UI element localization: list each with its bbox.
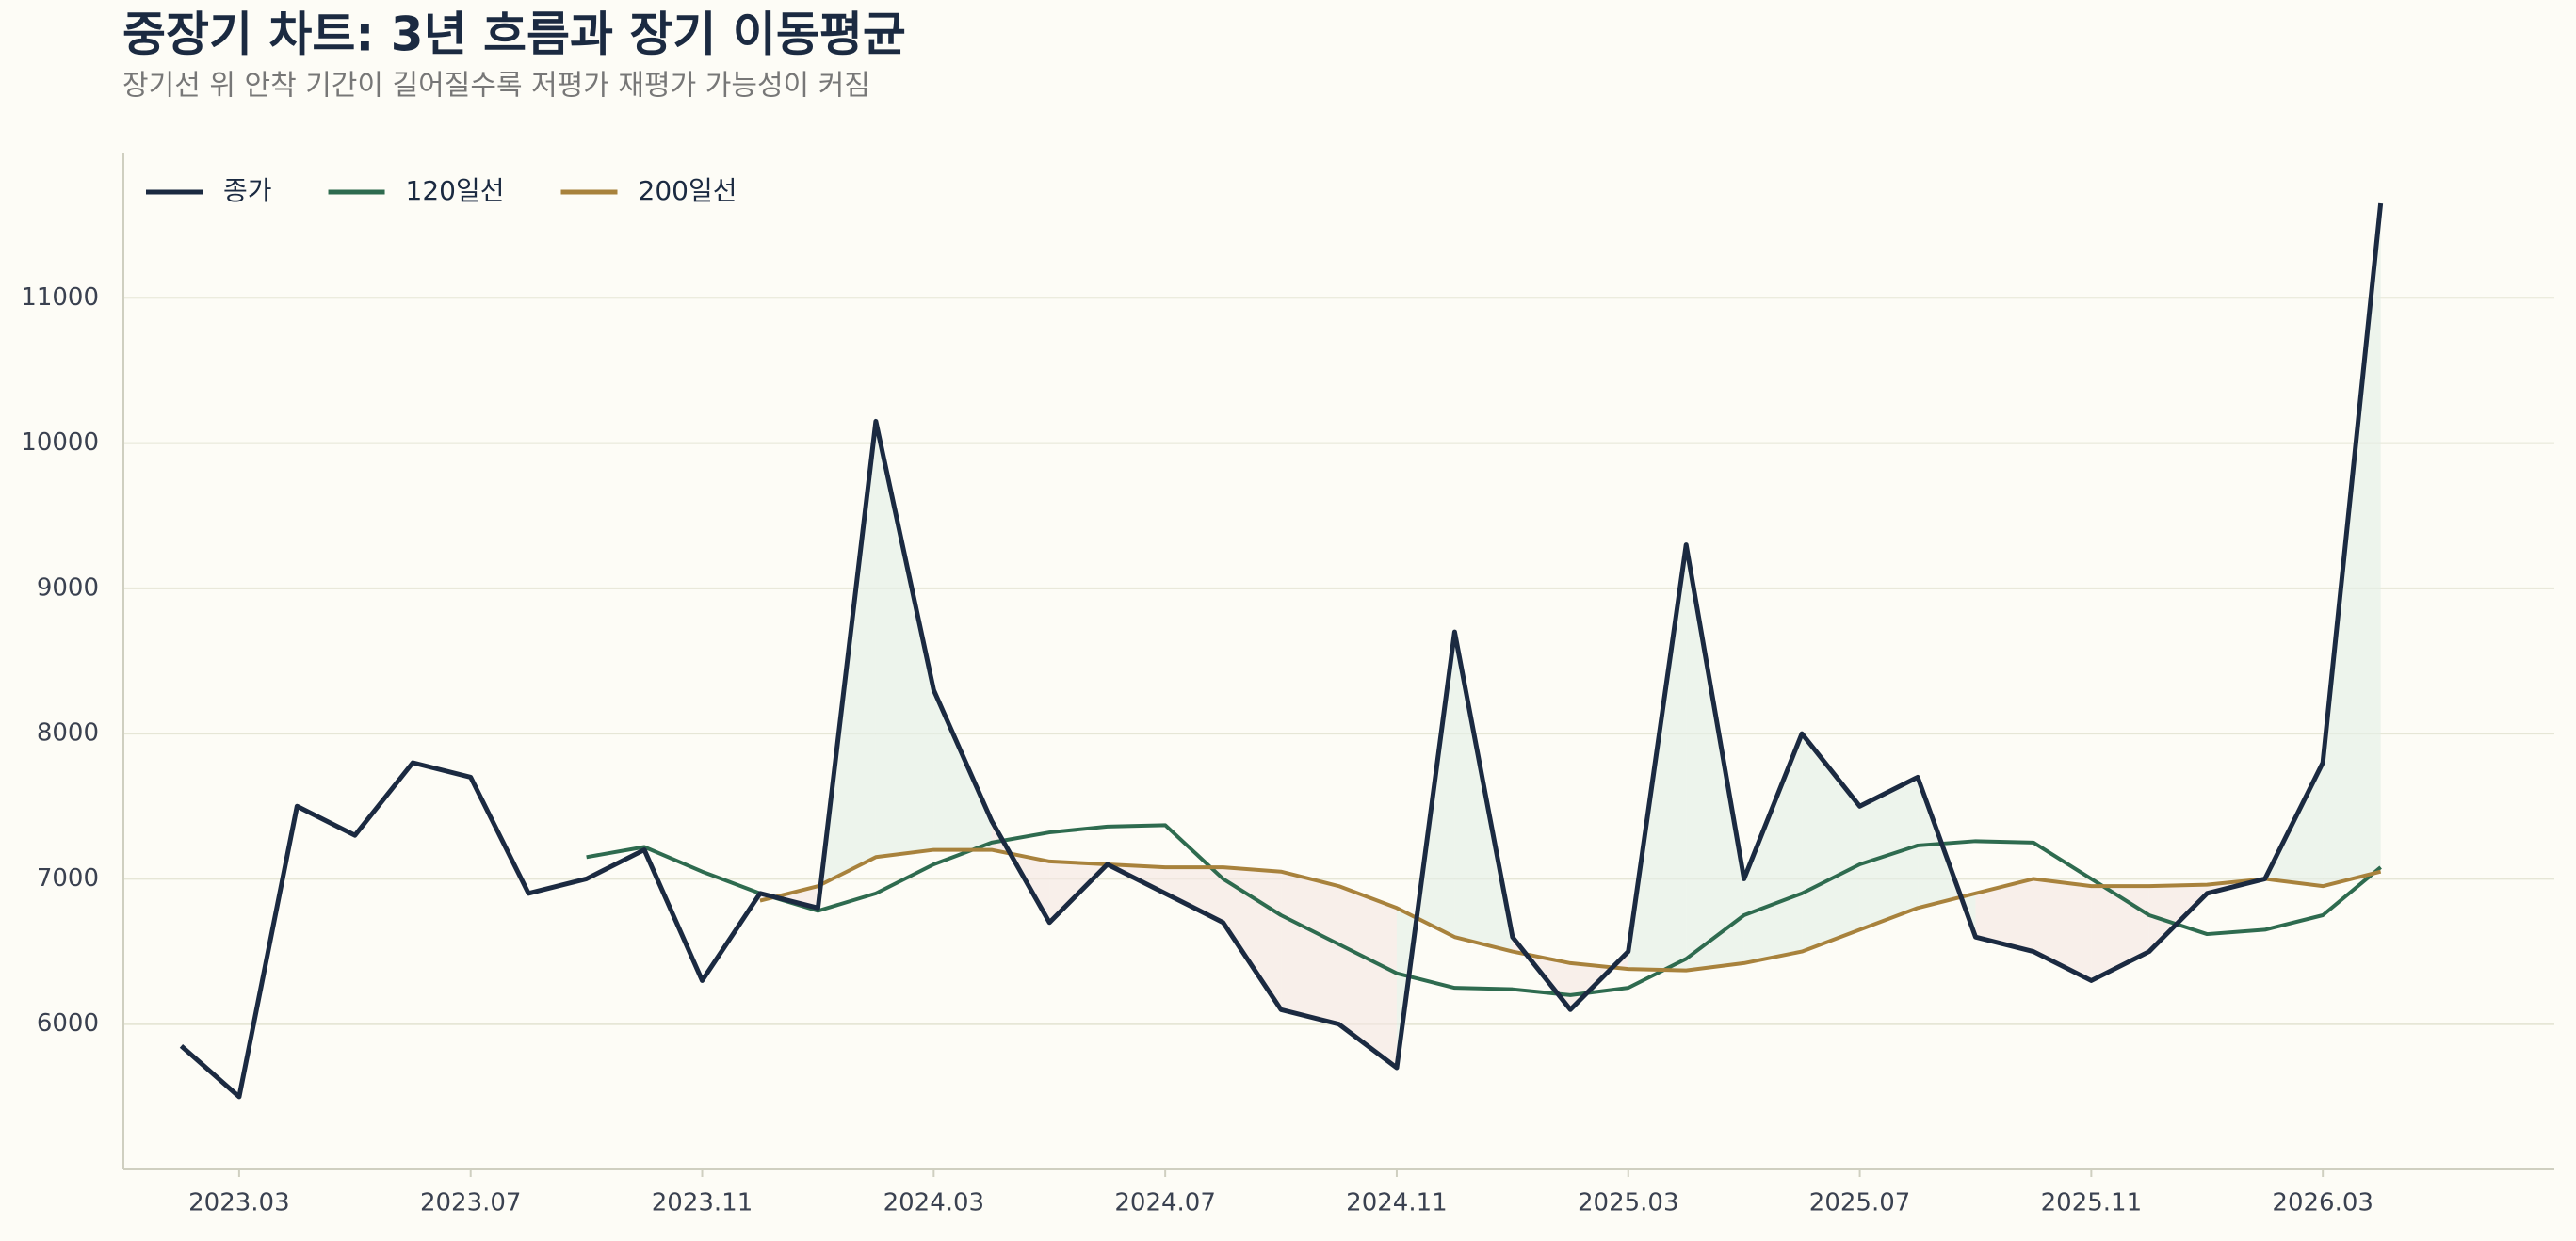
y-tick-label: 9000: [37, 573, 99, 602]
x-tick-label: 2025.03: [1578, 1189, 1679, 1217]
legend-label: 종가: [223, 175, 272, 206]
chart-subtitle: 장기선 위 안착 기간이 길어질수록 저평가 재평가 가능성이 커짐: [122, 70, 870, 103]
chart-title: 중장기 차트: 3년 흐름과 장기 이동평균: [122, 8, 906, 62]
fill-above: [875, 421, 934, 858]
x-tick-label: 2023.11: [652, 1189, 753, 1217]
fill-below: [1165, 867, 1223, 923]
fill-below: [2033, 878, 2092, 981]
fill-below: [1338, 886, 1397, 1068]
x-tick-label: 2024.07: [1114, 1189, 1216, 1217]
series-line: [586, 823, 2382, 997]
y-tick-label: 7000: [37, 864, 99, 893]
fill-below: [1975, 878, 2033, 952]
x-tick-label: 2023.03: [188, 1189, 290, 1217]
fill-above: [1743, 733, 1803, 963]
series-line: [759, 847, 2382, 973]
y-tick-label: 11000: [21, 283, 99, 312]
fill-above: [933, 689, 992, 850]
fill-above: [1686, 544, 1744, 971]
y-tick-label: 6000: [37, 1009, 99, 1038]
x-tick-label: 2025.07: [1809, 1189, 1911, 1217]
legend-label: 120일선: [406, 175, 505, 206]
fill-below: [1281, 871, 1339, 1024]
y-tick-label: 10000: [21, 428, 99, 457]
x-tick-label: 2024.11: [1346, 1189, 1448, 1217]
x-tick-label: 2025.11: [2041, 1189, 2143, 1217]
legend-label: 200일선: [639, 175, 737, 206]
y-tick-label: 8000: [37, 719, 99, 748]
fill-above: [2323, 203, 2381, 887]
x-tick-label: 2026.03: [2272, 1189, 2373, 1217]
fill-below: [1223, 867, 1282, 1010]
x-tick-label: 2023.07: [420, 1189, 522, 1217]
x-tick-label: 2024.03: [883, 1189, 985, 1217]
series-line: [179, 202, 2384, 1100]
